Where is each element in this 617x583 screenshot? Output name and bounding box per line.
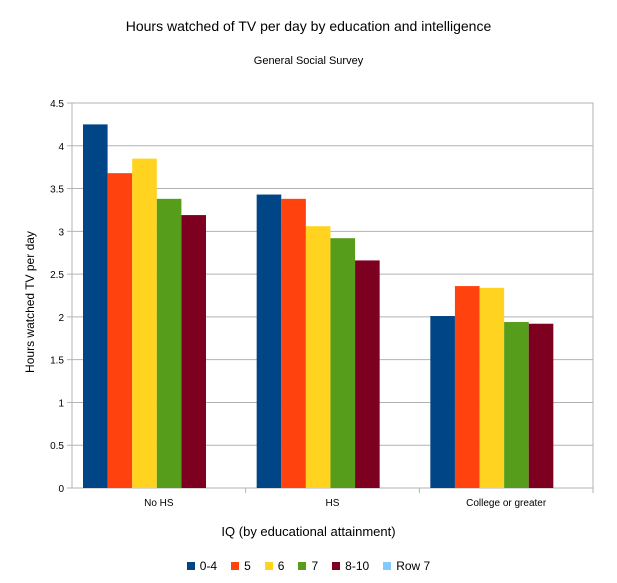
y-tick-label: 0.5 — [50, 441, 64, 452]
bar — [355, 260, 380, 488]
legend-swatch — [383, 562, 392, 570]
y-tick-label: 1.5 — [50, 356, 64, 367]
y-tick-label: 2 — [58, 313, 64, 324]
bar — [454, 286, 480, 488]
legend-label: 6 — [277, 559, 285, 573]
x-axis-title: IQ (by educational attainment) — [221, 524, 396, 539]
legend-swatch — [186, 562, 195, 570]
legend: 0-4 5 6 7 8-10 Row 7 — [0, 559, 617, 573]
legend-label: 0-4 — [199, 559, 218, 573]
legend-item: 5 — [231, 559, 251, 573]
y-tick-label: 0 — [58, 484, 64, 495]
bar — [330, 238, 356, 488]
legend-label: 8-10 — [345, 559, 370, 573]
y-tick-label: 3.5 — [50, 185, 64, 196]
bar — [156, 198, 182, 489]
legend-label: Row 7 — [396, 559, 431, 573]
bar — [305, 226, 331, 488]
bar — [132, 158, 157, 488]
legend-item: 7 — [298, 559, 318, 573]
x-tick-label: College or greater — [466, 498, 547, 509]
bar — [256, 194, 282, 489]
y-tick-label: 2.5 — [50, 270, 64, 281]
y-tick-label: 4 — [58, 142, 64, 153]
bar — [83, 124, 108, 488]
bar — [430, 316, 455, 488]
legend-swatch — [332, 562, 341, 570]
y-tick-label: 3 — [58, 227, 64, 238]
bar — [107, 173, 133, 488]
legend-item: 8-10 — [332, 559, 369, 573]
legend-swatch — [298, 562, 307, 570]
legend-swatch — [264, 562, 273, 570]
bar — [281, 198, 306, 489]
legend-item: 6 — [264, 559, 285, 573]
y-tick-label: 1 — [58, 398, 64, 409]
x-tick-label: No HS — [144, 498, 174, 509]
chart-subtitle: General Social Survey — [253, 55, 364, 67]
y-tick-label: 4.5 — [50, 99, 64, 110]
bar — [181, 215, 206, 489]
bar — [479, 287, 505, 488]
legend-item: Row 7 — [383, 559, 430, 573]
legend-label: 5 — [244, 559, 251, 573]
legend-label: 7 — [311, 559, 319, 573]
y-axis-title: Hours watched TV per day — [23, 231, 37, 373]
x-tick-label: HS — [326, 498, 340, 509]
legend-swatch — [231, 562, 240, 570]
chart-title: Hours watched of TV per day by education… — [125, 18, 492, 34]
bar — [528, 323, 554, 488]
legend-item: 0-4 — [186, 559, 218, 573]
bar — [504, 322, 529, 488]
